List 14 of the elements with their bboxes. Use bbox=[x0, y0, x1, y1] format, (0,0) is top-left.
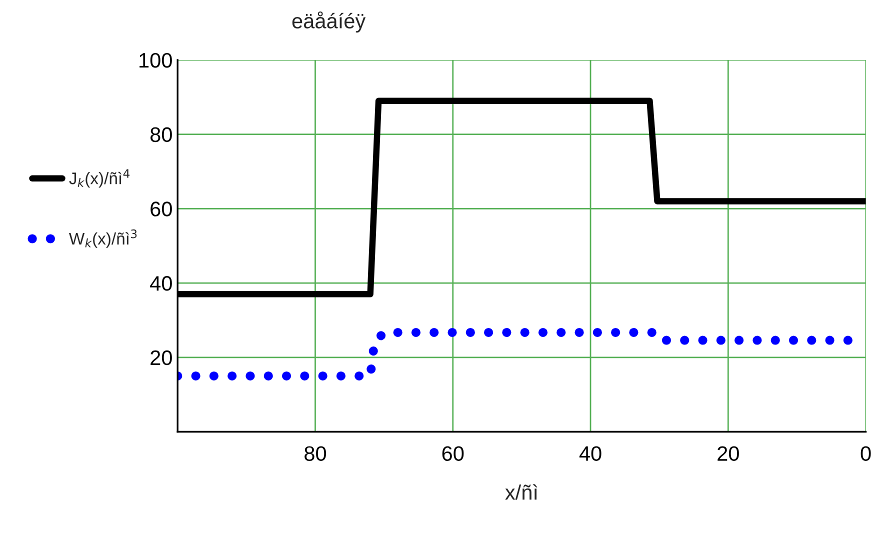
x-axis-title: x/ñì bbox=[505, 484, 538, 500]
x-tick-label: 60 bbox=[442, 446, 464, 461]
y-tick-label: 40 bbox=[150, 276, 172, 291]
y-tick-label: 20 bbox=[150, 350, 172, 366]
x-tick-label: 0 bbox=[860, 446, 871, 461]
legend-label: W$_{k}$(x)/ñì$^{3}$ bbox=[68, 229, 137, 248]
x-tick-label: 80 bbox=[304, 446, 326, 461]
chart-title: eäåáíéÿ bbox=[292, 11, 366, 33]
y-tick-label: 80 bbox=[150, 127, 172, 142]
legend-label: J$_{k}$(x)/ñì$^{4}$ bbox=[69, 169, 130, 188]
x-tick-label: 40 bbox=[579, 446, 602, 461]
x-tick-label: 20 bbox=[718, 446, 739, 461]
y-tick-label: 60 bbox=[150, 202, 172, 216]
y-tick-label: 100 bbox=[140, 52, 172, 68]
